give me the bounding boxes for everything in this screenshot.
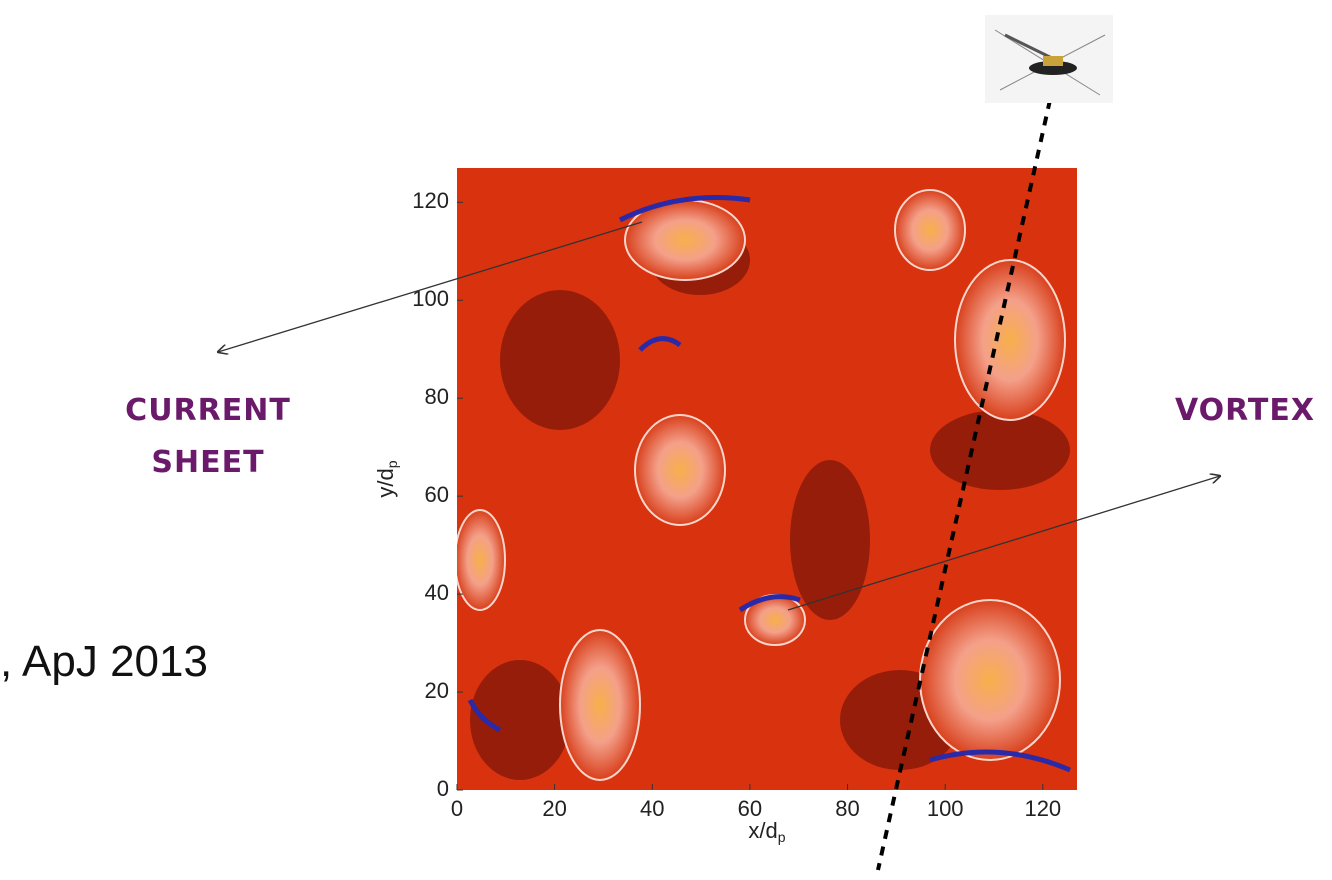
y-axis-label: y/dp <box>373 460 400 497</box>
y-tick-label: 120 <box>412 188 449 213</box>
spacecraft-icon <box>985 15 1113 103</box>
x-axis-label: x/dp <box>748 818 785 845</box>
y-axis-label-sub: p <box>384 460 400 468</box>
annotation: CURRENT <box>125 393 291 428</box>
citation: , ApJ 2013 <box>0 637 208 686</box>
y-tick-label: 0 <box>437 776 449 801</box>
arrow <box>218 221 643 352</box>
arrow <box>787 476 1220 611</box>
annotation: VORTEX <box>1175 393 1315 428</box>
y-tick-label: 40 <box>425 580 449 605</box>
x-tick-label: 120 <box>1024 796 1061 821</box>
x-axis-label-sub: p <box>778 829 786 845</box>
y-tick-label: 80 <box>425 384 449 409</box>
x-tick-label: 0 <box>451 796 463 821</box>
x-axis-label-text: x/d <box>748 818 777 843</box>
y-tick-label: 100 <box>412 286 449 311</box>
y-tick-label: 20 <box>425 678 449 703</box>
x-tick-label: 100 <box>927 796 964 821</box>
x-tick-label: 60 <box>738 796 762 821</box>
x-tick-label: 40 <box>640 796 664 821</box>
field-image <box>457 168 1077 790</box>
trajectory <box>876 99 1052 871</box>
y-tick-label: 60 <box>425 482 449 507</box>
x-tick-label: 20 <box>542 796 566 821</box>
y-axis-label-text: y/d <box>373 468 398 497</box>
annotation: SHEET <box>151 445 264 480</box>
x-tick-label: 80 <box>835 796 859 821</box>
